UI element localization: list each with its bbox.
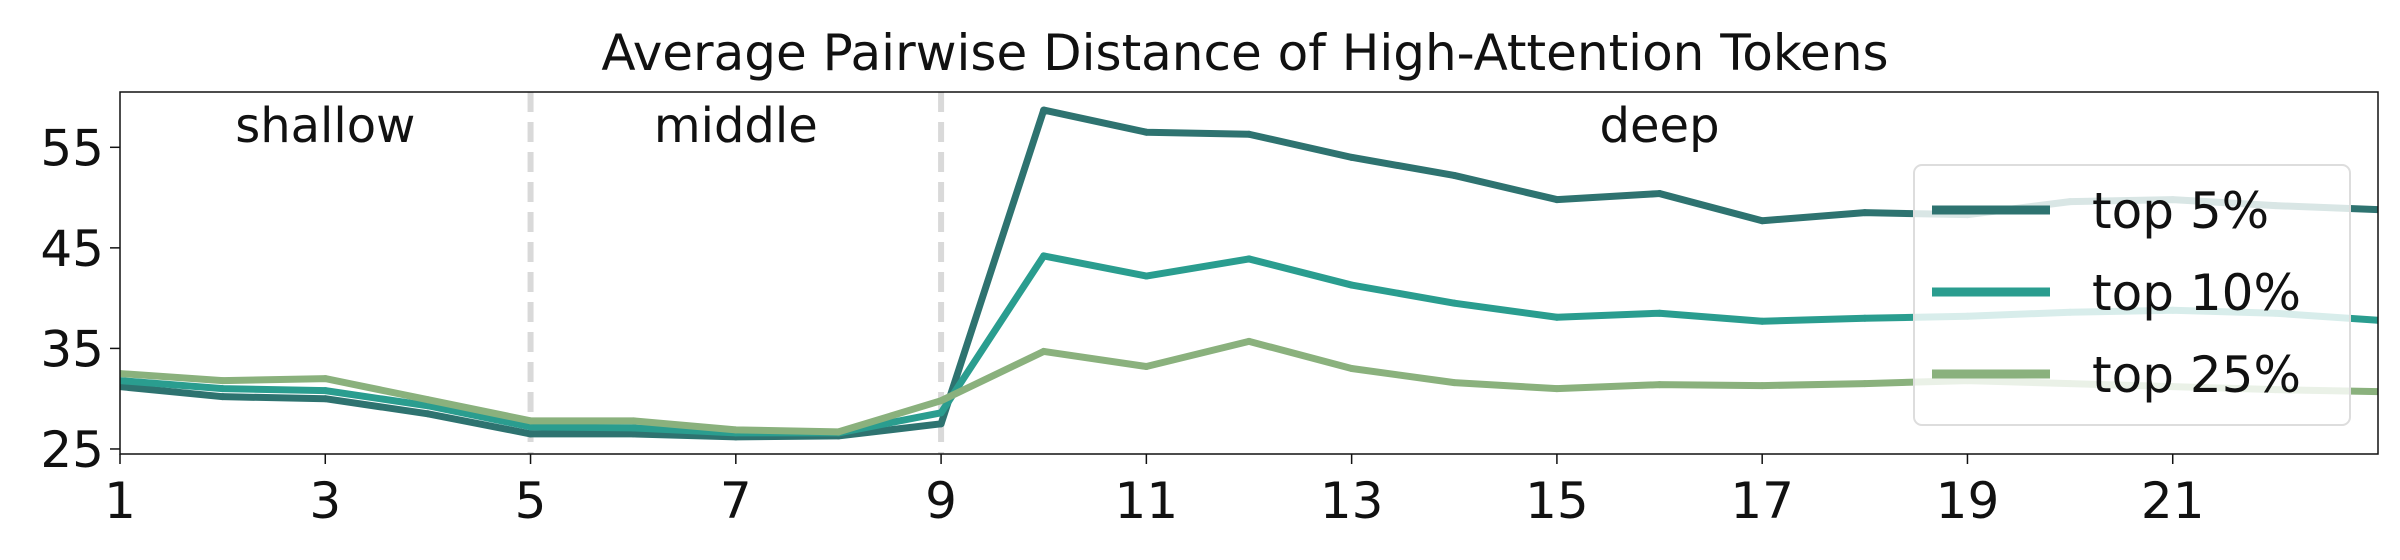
- region-label-middle: middle: [654, 98, 818, 154]
- data-point: [527, 417, 535, 425]
- x-tick-label: 13: [1320, 472, 1384, 530]
- x-tick-label: 1: [104, 472, 136, 530]
- data-point: [424, 410, 432, 418]
- data-point: [120, 370, 124, 378]
- data-point: [732, 426, 740, 434]
- data-point: [1553, 385, 1561, 393]
- data-point: [1142, 272, 1150, 280]
- region-layer: shallow middle deep: [235, 98, 1719, 154]
- plot-frame: [119, 91, 2379, 455]
- y-tick-label: 25: [40, 421, 104, 479]
- data-point: [937, 409, 945, 417]
- data-point: [219, 393, 227, 401]
- data-point: [1758, 382, 1766, 390]
- data-point: [1553, 313, 1561, 321]
- data-point: [1758, 317, 1766, 325]
- x-tick-label: 5: [515, 472, 547, 530]
- data-point: [2374, 316, 2378, 324]
- data-point: [1656, 190, 1664, 198]
- data-point: [1861, 314, 1869, 322]
- x-tick-label: 21: [2141, 472, 2205, 530]
- x-tick-label: 19: [1936, 472, 2000, 530]
- legend: top 5% top 10% top 25%: [1913, 164, 2351, 426]
- x-tick-label: 15: [1525, 472, 1589, 530]
- x-tick-label: 3: [309, 472, 341, 530]
- data-point: [2374, 388, 2378, 396]
- data-point: [1245, 337, 1253, 345]
- data-point: [1656, 381, 1664, 389]
- data-point: [527, 430, 535, 438]
- data-point: [937, 420, 945, 428]
- data-point: [1450, 171, 1458, 179]
- data-point: [1348, 281, 1356, 289]
- data-point: [1758, 217, 1766, 225]
- data-point: [1861, 380, 1869, 388]
- legend-label: top 10%: [2092, 264, 2301, 322]
- data-point: [219, 377, 227, 385]
- y-tick-label: 45: [40, 220, 104, 278]
- x-tick-label: 11: [1115, 472, 1179, 530]
- data-point: [1040, 252, 1048, 260]
- data-point: [1553, 196, 1561, 204]
- x-tick-label: 7: [720, 472, 752, 530]
- data-point: [629, 424, 637, 432]
- legend-label: top 5%: [2092, 182, 2269, 240]
- legend-label: top 25%: [2092, 346, 2301, 404]
- data-point: [629, 430, 637, 438]
- data-point: [1450, 299, 1458, 307]
- data-point: [424, 396, 432, 404]
- data-point: [1245, 130, 1253, 138]
- y-tick-label: 55: [40, 119, 104, 177]
- data-point: [321, 387, 329, 395]
- data-point: [1142, 128, 1150, 136]
- x-axis: 1 3 5 7 9 11 13 15 17 19 21: [104, 454, 2205, 530]
- chart-title: Average Pairwise Distance of High-Attent…: [601, 24, 1888, 82]
- data-point: [1348, 365, 1356, 373]
- y-axis: 25 35 45 55: [40, 119, 120, 479]
- data-point: [1656, 309, 1664, 317]
- data-point: [629, 417, 637, 425]
- data-point: [424, 402, 432, 410]
- data-point: [1348, 153, 1356, 161]
- region-label-shallow: shallow: [235, 98, 415, 154]
- data-point: [1861, 209, 1869, 217]
- x-tick-label: 9: [925, 472, 957, 530]
- x-tick-label: 17: [1730, 472, 1794, 530]
- data-point: [527, 423, 535, 431]
- data-point: [1142, 363, 1150, 371]
- data-point: [2374, 206, 2378, 214]
- data-point: [1245, 255, 1253, 263]
- data-point: [321, 395, 329, 403]
- data-point: [120, 377, 124, 385]
- data-point: [219, 385, 227, 393]
- data-point: [120, 383, 124, 391]
- data-point: [1040, 347, 1048, 355]
- data-point: [1450, 379, 1458, 387]
- legend-box: [1913, 164, 2351, 426]
- data-point: [1040, 106, 1048, 114]
- data-point: [937, 397, 945, 405]
- region-label-deep: deep: [1600, 98, 1720, 154]
- data-point: [834, 428, 842, 436]
- y-tick-label: 35: [40, 320, 104, 378]
- data-point: [321, 375, 329, 383]
- divider-layer: [527, 92, 945, 454]
